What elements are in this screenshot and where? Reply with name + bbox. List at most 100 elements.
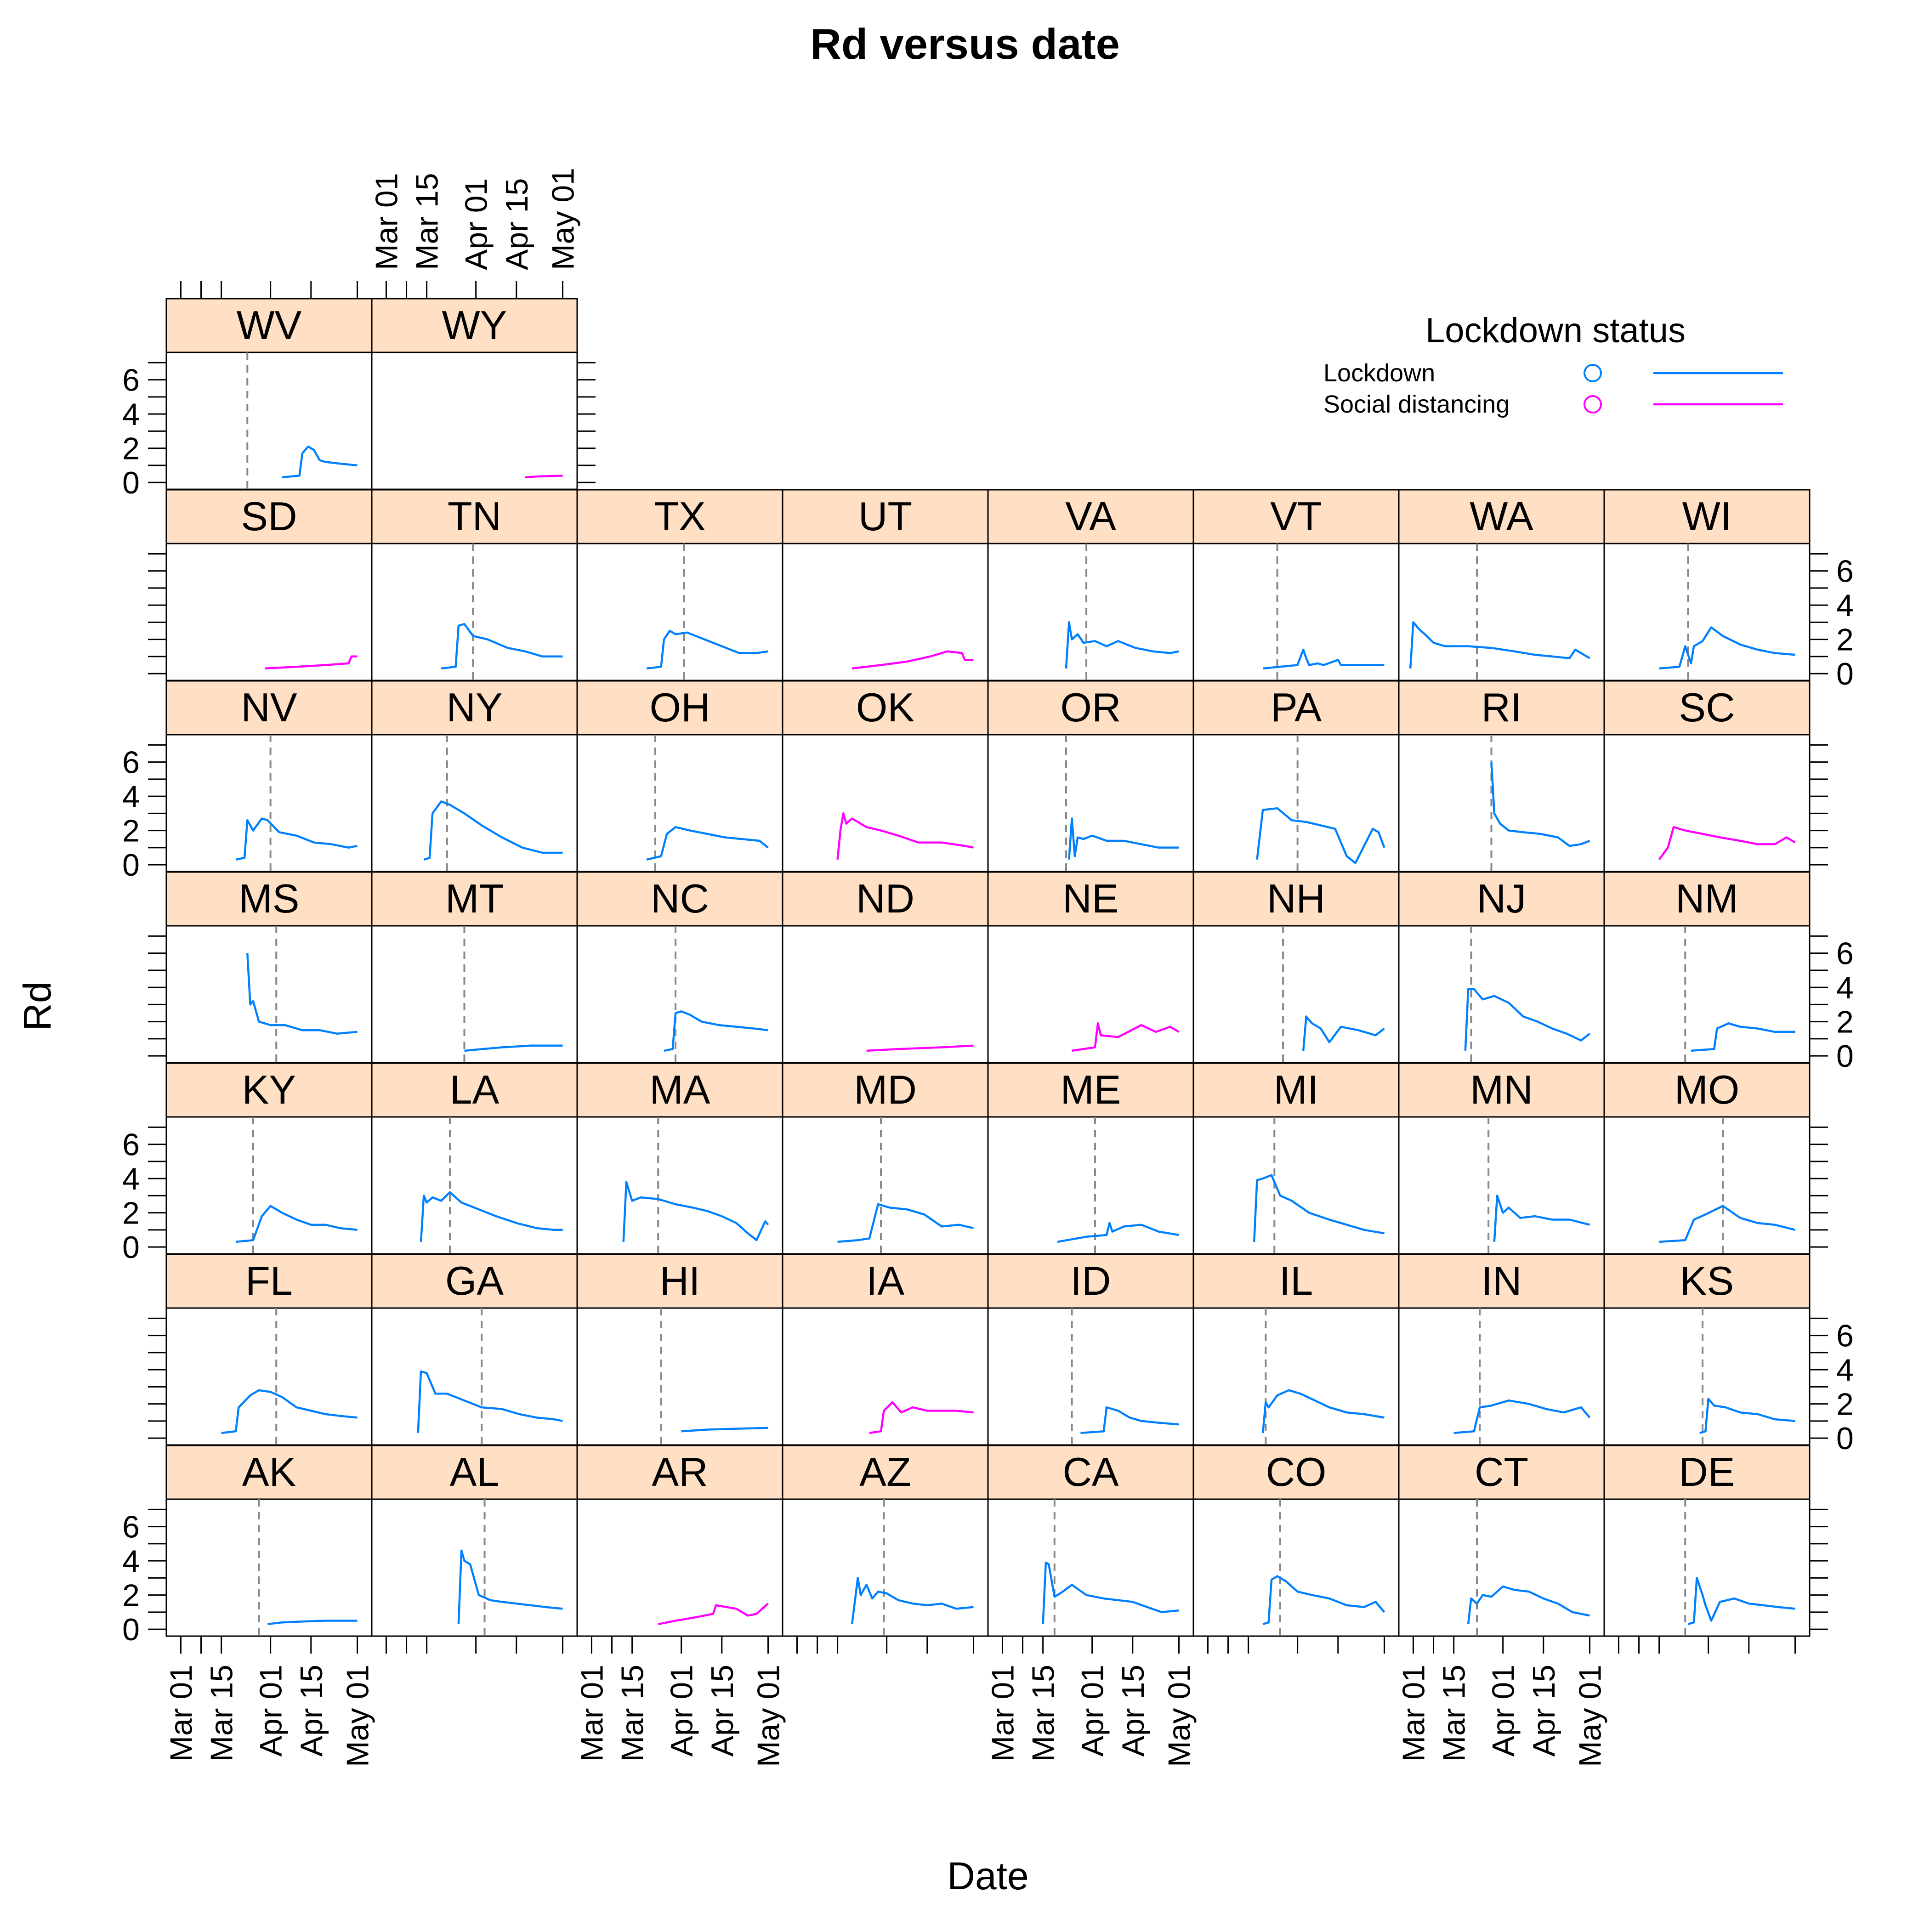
panel-plot-area bbox=[782, 1498, 989, 1637]
panel-plot-area bbox=[371, 351, 578, 490]
panel-plot-area bbox=[371, 1498, 578, 1637]
panel-ks: KS bbox=[1603, 1253, 1811, 1446]
panel-strip-label: HI bbox=[660, 1258, 700, 1303]
panel-strip bbox=[1603, 1445, 1811, 1500]
panel-ny: NY bbox=[371, 680, 578, 873]
rd-series-line bbox=[1057, 1222, 1179, 1243]
x-axis-bottom-col-1: Mar 01 Mar 15 Apr 01 Apr 15 May 01 bbox=[164, 1636, 375, 1767]
panel-plot-area bbox=[1192, 734, 1400, 873]
y-tick-label: 4 bbox=[1836, 1353, 1854, 1388]
y-tick-label: 6 bbox=[1836, 1319, 1854, 1354]
rd-series-line bbox=[457, 1549, 563, 1624]
panel-la: LA bbox=[371, 1062, 578, 1255]
panel-strip bbox=[1603, 680, 1811, 736]
panel-ut: UT bbox=[782, 489, 989, 681]
x-axis-bottom-col-4 bbox=[796, 1636, 975, 1654]
rd-series-line bbox=[1699, 1398, 1795, 1434]
panel-de: DE bbox=[1603, 1445, 1811, 1637]
rd-series-line bbox=[658, 1603, 769, 1626]
rd-series-line bbox=[1659, 1205, 1796, 1243]
rd-series-line bbox=[441, 623, 563, 670]
panel-plot-area bbox=[371, 1307, 578, 1446]
panel-plot-area bbox=[782, 734, 989, 873]
panel-strip-label: OR bbox=[1061, 685, 1121, 730]
panel-plot-area bbox=[165, 1498, 373, 1637]
x-tick-label: May 01 bbox=[751, 1665, 786, 1767]
panel-strip-label: PA bbox=[1271, 685, 1322, 730]
panel-strip bbox=[987, 1253, 1194, 1309]
rd-series-line bbox=[235, 1205, 358, 1243]
panel-strip bbox=[1398, 680, 1605, 736]
panel-plot-area bbox=[371, 1116, 578, 1255]
rd-series-line bbox=[837, 1203, 974, 1243]
panel-ri: RI bbox=[1398, 680, 1605, 873]
panel-strip-label: TX bbox=[654, 493, 705, 539]
y-tick-label: 2 bbox=[122, 1196, 140, 1231]
rd-series-line bbox=[851, 1577, 974, 1625]
legend-entry-label: Social distancing bbox=[1323, 391, 1510, 418]
panel-ga: GA bbox=[371, 1253, 578, 1446]
x-axis-bottom-col-7: Mar 01 Mar 15 Apr 01 Apr 15 May 01 bbox=[1396, 1636, 1608, 1767]
panel-plot-area bbox=[1192, 543, 1400, 681]
panel-strip-label: IL bbox=[1279, 1258, 1313, 1303]
panel-strip bbox=[165, 1445, 373, 1500]
panel-nd: ND bbox=[782, 871, 989, 1064]
panel-pa: PA bbox=[1192, 680, 1400, 873]
panel-strip-label: MT bbox=[445, 876, 504, 921]
panel-strip-label: ID bbox=[1071, 1258, 1111, 1303]
x-axis-title: Date bbox=[947, 1854, 1028, 1898]
legend-point-symbol bbox=[1584, 395, 1602, 414]
x-tick-label: Mar 01 bbox=[369, 173, 404, 270]
panel-plot-area bbox=[1603, 925, 1811, 1064]
y-tick-label: 6 bbox=[122, 363, 140, 398]
panel-plot-area bbox=[371, 734, 578, 873]
panel-strip-label: SD bbox=[241, 493, 297, 539]
y-tick-label: 2 bbox=[122, 1578, 140, 1613]
panel-il: IL bbox=[1192, 1253, 1400, 1446]
x-tick-label: Apr 01 bbox=[1075, 1665, 1110, 1756]
y-tick-label: 6 bbox=[122, 1127, 140, 1162]
panel-strip bbox=[782, 489, 989, 544]
panel-ne: NE bbox=[987, 871, 1194, 1064]
panel-sd: SD bbox=[165, 489, 373, 681]
panel-oh: OH bbox=[576, 680, 783, 873]
panel-strip-label: NE bbox=[1062, 876, 1118, 921]
y-tick-label: 2 bbox=[1836, 623, 1854, 657]
panel-plot-area bbox=[576, 1498, 783, 1637]
x-axis-bottom-col-8 bbox=[1618, 1636, 1796, 1654]
panel-strip bbox=[1603, 871, 1811, 927]
panel-strip bbox=[1192, 489, 1400, 544]
panel-plot-area bbox=[576, 1116, 783, 1255]
panel-mo: MO bbox=[1603, 1062, 1811, 1255]
panel-vt: VT bbox=[1192, 489, 1400, 681]
panel-sc: SC bbox=[1603, 680, 1811, 873]
panel-ct: CT bbox=[1398, 1445, 1605, 1637]
rd-series-line bbox=[646, 826, 769, 861]
panel-plot-area bbox=[1603, 543, 1811, 681]
panel-plot-area bbox=[1398, 1116, 1605, 1255]
y-tick-label: 4 bbox=[122, 1161, 140, 1196]
panel-strip-label: OH bbox=[650, 685, 710, 730]
panel-plot-area bbox=[576, 734, 783, 873]
panel-strip-label: VT bbox=[1270, 493, 1322, 539]
y-tick-label: 0 bbox=[122, 848, 140, 883]
panel-strip bbox=[165, 489, 373, 544]
panel-strip-label: NM bbox=[1675, 876, 1738, 921]
rd-series-line bbox=[1262, 1575, 1385, 1626]
x-tick-label: Apr 15 bbox=[294, 1665, 329, 1756]
rd-series-line bbox=[681, 1427, 768, 1433]
panel-strip bbox=[1398, 1253, 1605, 1309]
panel-strip bbox=[371, 1062, 578, 1118]
panel-strip-label: CO bbox=[1266, 1449, 1327, 1495]
panel-strip bbox=[371, 1445, 578, 1500]
y-axis-right-row-3 bbox=[1810, 744, 1828, 866]
panel-strip-label: NJ bbox=[1477, 876, 1527, 921]
panel-plot-area bbox=[1398, 543, 1605, 681]
panel-strip-label: MN bbox=[1470, 1067, 1533, 1112]
